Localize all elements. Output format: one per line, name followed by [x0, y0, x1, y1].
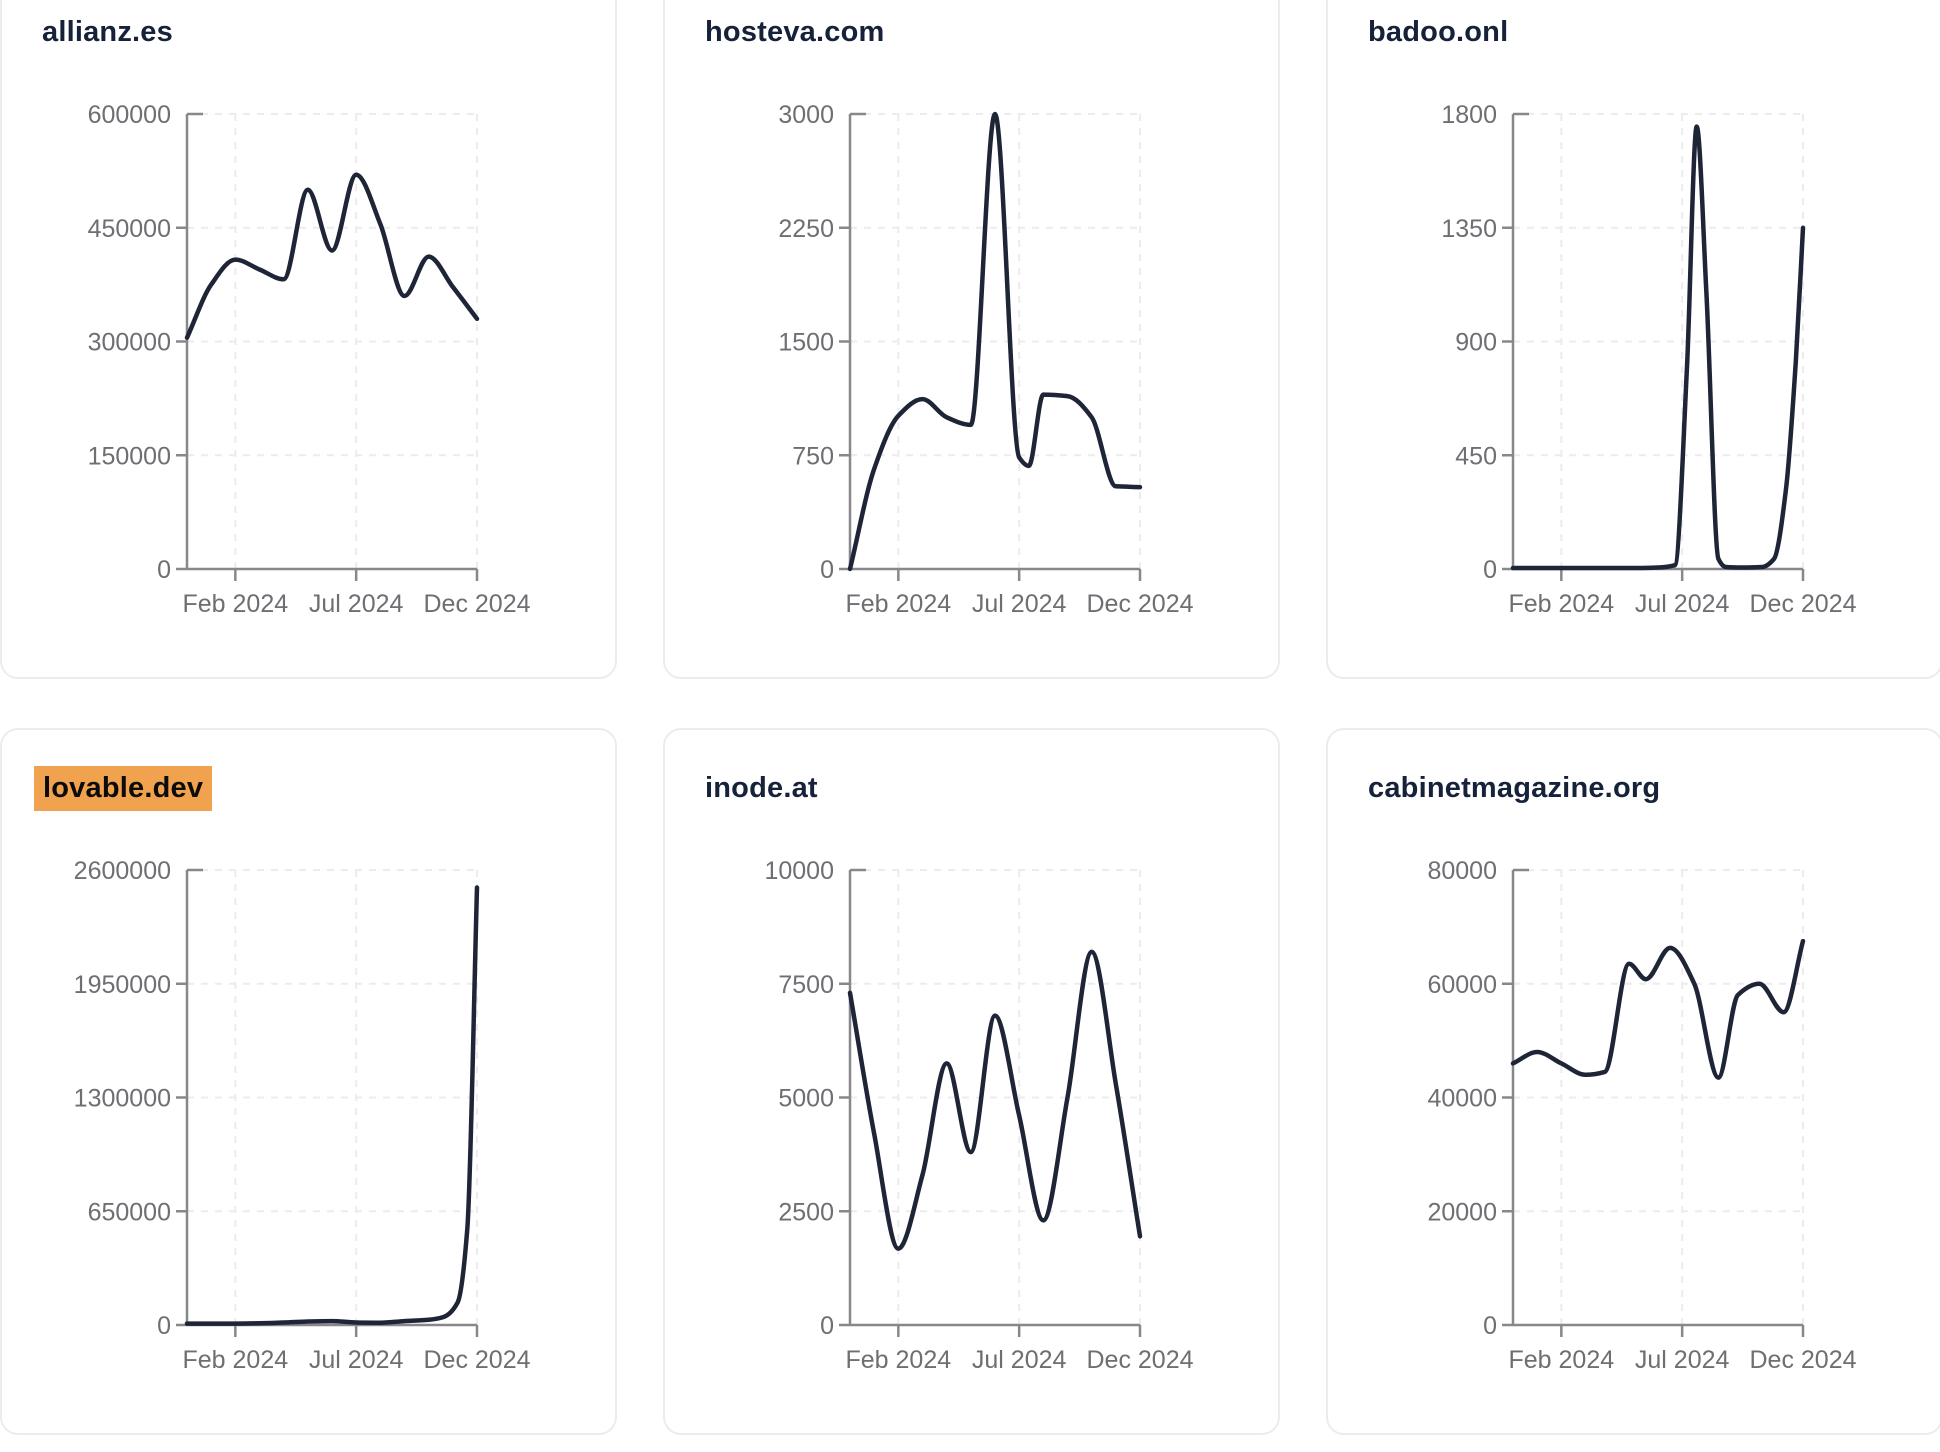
trend-line [184, 172, 480, 340]
x-axis-tick-label: Dec 2024 [1749, 1346, 1856, 1374]
y-axis-tick-label: 0 [820, 556, 834, 584]
y-axis-tick-label: 300000 [88, 329, 171, 357]
y-axis-tick-label: 7500 [778, 971, 834, 999]
y-axis-tick-label: 1500 [778, 329, 834, 357]
x-axis-tick-label: Feb 2024 [183, 1346, 289, 1374]
y-axis-tick-label: 5000 [778, 1085, 834, 1113]
x-axis-tick-label: Feb 2024 [1509, 1346, 1615, 1374]
y-axis-tick-label: 0 [820, 1312, 834, 1340]
x-axis-tick-label: Jul 2024 [1635, 590, 1730, 618]
y-axis-tick-label: 2250 [778, 215, 834, 243]
x-axis-tick-label: Jul 2024 [972, 1346, 1067, 1374]
y-axis-tick-label: 750 [792, 442, 834, 470]
domain-card[interactable]: hosteva.com 0 750 1500 2250 3000 Feb 2024 Jul … [663, 0, 1280, 679]
y-axis-tick-label: 150000 [88, 442, 171, 470]
traffic-chart: 0 750 1500 2250 3000 Feb 2024 Jul 2024 Dec 2024 [778, 101, 1193, 618]
y-axis-tick-label: 1950000 [74, 971, 171, 999]
x-axis-tick-label: Jul 2024 [1635, 1346, 1730, 1374]
traffic-chart: 0 2500 5000 7500 10000 Feb 2024 Jul 2024 Dec 20… [764, 857, 1193, 1374]
x-axis-tick-label: Feb 2024 [846, 590, 952, 618]
x-axis-tick-label: Dec 2024 [1749, 590, 1856, 618]
x-axis-tick-label: Dec 2024 [1086, 1346, 1193, 1374]
traffic-chart: 0 450 900 1350 1800 Feb 2024 Jul 2024 Dec 2024 [1441, 101, 1856, 618]
domain-title-highlighted: lovable.dev [34, 766, 213, 811]
y-axis-tick-label: 0 [1483, 1312, 1497, 1340]
domain-card[interactable]: lovable.dev 0 650000 1300000 1950000 2600000… [0, 728, 617, 1435]
y-axis-tick-label: 40000 [1427, 1085, 1497, 1113]
y-axis-tick-label: 2500 [778, 1198, 834, 1226]
x-axis-tick-label: Feb 2024 [1509, 590, 1615, 618]
x-axis-tick-label: Jul 2024 [309, 590, 404, 618]
x-axis-tick-label: Jul 2024 [972, 590, 1067, 618]
domain-card[interactable]: allianz.es 0 150000 300000 450000 600000 Feb … [0, 0, 617, 679]
y-axis-tick-label: 450 [1455, 442, 1497, 470]
y-axis-tick-label: 600000 [88, 101, 171, 129]
trend-line [1510, 124, 1806, 571]
trend-line [847, 111, 1143, 572]
y-axis-tick-label: 20000 [1427, 1198, 1497, 1226]
traffic-chart: 0 150000 300000 450000 600000 Feb 2024 Jul 202… [88, 101, 531, 618]
x-axis-tick-label: Jul 2024 [309, 1346, 404, 1374]
y-axis-tick-label: 3000 [778, 101, 834, 129]
trend-line [1510, 938, 1806, 1080]
domain-title: allianz.es [42, 16, 173, 48]
domain-card[interactable]: badoo.onl 0 450 900 1350 1800 Feb 2024 Jul 202… [1326, 0, 1940, 679]
domain-title: badoo.onl [1368, 16, 1509, 48]
domain-card[interactable]: inode.at 0 2500 5000 7500 10000 Feb 2024 Jul 2… [663, 728, 1280, 1435]
y-axis-tick-label: 1800 [1441, 101, 1497, 129]
traffic-chart: 0 20000 40000 60000 80000 Feb 2024 Jul 2024 Dec… [1427, 857, 1856, 1374]
domain-title: cabinetmagazine.org [1368, 772, 1661, 804]
x-axis-tick-label: Feb 2024 [183, 590, 289, 618]
x-axis-tick-label: Dec 2024 [423, 1346, 530, 1374]
x-axis-tick-label: Dec 2024 [1086, 590, 1193, 618]
y-axis-tick-label: 10000 [764, 857, 834, 885]
traffic-chart: 0 650000 1300000 1950000 2600000 Feb 2024 Jul … [74, 857, 531, 1374]
x-axis-tick-label: Feb 2024 [846, 1346, 952, 1374]
y-axis-tick-label: 60000 [1427, 971, 1497, 999]
y-axis-tick-label: 0 [157, 556, 171, 584]
y-axis-tick-label: 1350 [1441, 215, 1497, 243]
y-axis-tick-label: 1300000 [74, 1085, 171, 1113]
domain-card[interactable]: cabinetmagazine.org 0 20000 40000 60000 8000… [1326, 728, 1940, 1435]
y-axis-tick-label: 0 [157, 1312, 171, 1340]
y-axis-tick-label: 450000 [88, 215, 171, 243]
y-axis-tick-label: 2600000 [74, 857, 171, 885]
x-axis-tick-label: Dec 2024 [423, 590, 530, 618]
trend-line [847, 949, 1143, 1251]
y-axis-tick-label: 0 [1483, 556, 1497, 584]
domain-title: inode.at [705, 772, 818, 804]
y-axis-tick-label: 80000 [1427, 857, 1497, 885]
y-axis-tick-label: 900 [1455, 329, 1497, 357]
domain-title: hosteva.com [705, 16, 885, 48]
y-axis-tick-label: 650000 [88, 1198, 171, 1226]
trend-line [184, 885, 480, 1326]
